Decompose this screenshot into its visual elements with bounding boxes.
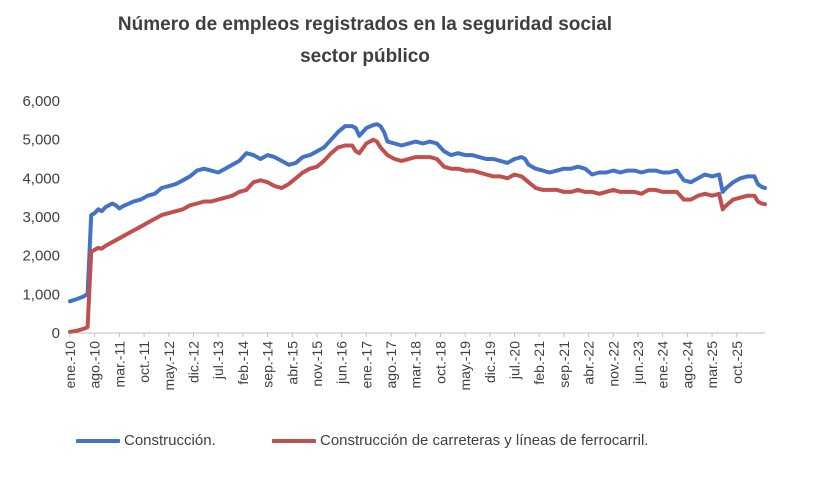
y-tick-label: 4,000 [22,170,60,187]
x-tick-label: nov.-22 [605,341,621,387]
x-tick-label: ene.-17 [358,341,374,389]
series-line-carreteras [68,137,767,334]
series-line-construccion [68,122,767,304]
y-tick-label: 5,000 [22,132,60,149]
x-tick-label: oct.-25 [729,341,745,384]
chart-subtitle: sector público [300,46,430,67]
x-tick-label: abr.-22 [581,341,597,385]
x-tick-label: ene.-10 [62,341,78,389]
y-tick-label: 0 [52,325,60,342]
x-tick-label: nov.-15 [309,341,325,387]
y-axis-ticks: 0 1,000 2,000 3,000 4,000 5,000 6,000 [22,93,60,342]
legend-item-carreteras: Construcción de carreteras y líneas de f… [272,432,648,449]
x-tick-label: jun.-16 [334,341,350,385]
x-tick-label: oct.-18 [432,341,448,384]
x-tick-label: oct.-11 [136,341,152,383]
x-tick-label: ago.-24 [679,341,695,389]
series-lines [68,122,767,334]
x-tick-label: mar.-18 [408,341,424,389]
legend-label-carreteras: Construcción de carreteras y líneas de f… [320,432,649,449]
y-tick-label: 1,000 [22,286,60,303]
legend-label-construccion: Construcción. [124,432,216,449]
x-tick-label: mar.-25 [704,341,720,389]
y-tick-label: 6,000 [22,93,60,110]
x-tick-label: may.-12 [161,341,177,391]
x-tick-label: jun.-23 [630,341,646,385]
legend-swatch-construccion [76,438,120,443]
x-tick-label: mar.-11 [111,341,127,388]
x-tick-label: sep.-21 [556,341,572,388]
x-tick-label: ago.-17 [383,341,399,389]
legend-item-construccion: Construcción. [76,432,216,449]
x-tick-label: sep.-14 [260,341,276,388]
legend-swatch-carreteras [272,438,316,443]
x-tick-label: may.-19 [457,341,473,391]
chart-title: Número de empleos registrados en la segu… [117,14,613,35]
y-tick-label: 3,000 [22,209,60,226]
x-tick-label: abr.-15 [284,341,300,385]
x-tick-label: jul.-20 [507,341,523,380]
x-tick-label: dic.-12 [185,341,201,383]
x-tick-label: ago.-10 [87,341,103,389]
x-tick-label: dic.-19 [482,341,498,383]
x-tick-label: ene.-24 [655,341,671,389]
x-tick-label: feb.-14 [235,341,251,385]
x-axis-ticks: ene.-10 ago.-10 mar.-11 oct.-11 may.-12 dic.-… [62,333,745,391]
x-tick-label: feb.-21 [531,341,547,385]
y-tick-label: 2,000 [22,248,60,265]
x-tick-label: jul.-13 [210,341,226,380]
